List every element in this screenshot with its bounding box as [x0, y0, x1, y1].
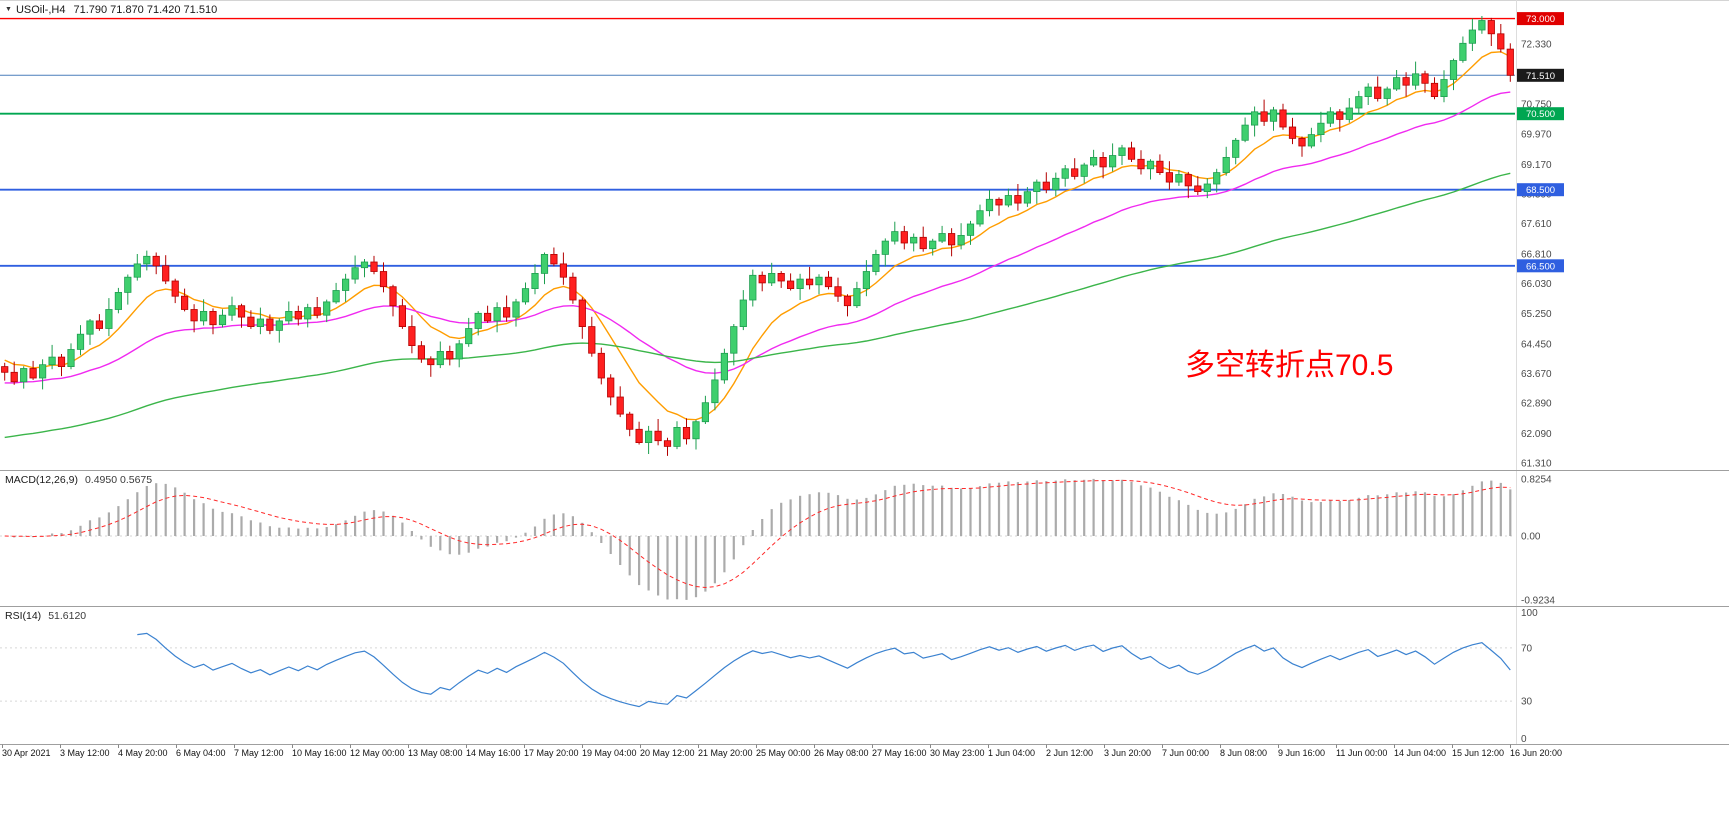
time-label: 9 Jun 16:00 — [1278, 748, 1326, 758]
svg-text:66.500: 66.500 — [1526, 261, 1555, 272]
price-tick-label: 62.890 — [1521, 399, 1552, 410]
rsi-axis-label: 30 — [1521, 697, 1533, 708]
symbol-marker-icon: ▼ — [5, 6, 12, 13]
time-label: 14 Jun 04:00 — [1394, 748, 1447, 758]
time-label: 1 Jun 04:00 — [988, 748, 1036, 758]
price-tick-label: 61.310 — [1521, 459, 1552, 470]
ma-lines — [4, 51, 1511, 439]
price-tick-label: 63.670 — [1521, 369, 1552, 380]
time-label: 30 May 23:00 — [930, 748, 985, 758]
macd-histogram — [13, 478, 1512, 600]
svg-text:70.500: 70.500 — [1526, 109, 1555, 120]
symbol-timeframe-label: ▼ USOil-,H4 71.790 71.870 71.420 71.510 — [5, 4, 217, 16]
time-label: 27 May 16:00 — [872, 748, 927, 758]
time-label: 25 May 00:00 — [756, 748, 811, 758]
price-tick-label: 62.090 — [1521, 429, 1552, 440]
price-tick-label: 65.250 — [1521, 309, 1552, 320]
time-label: 3 May 12:00 — [60, 748, 110, 758]
price-badge — [1517, 12, 1564, 26]
hlines-layer — [0, 17, 1515, 267]
time-label: 14 May 16:00 — [466, 748, 521, 758]
ma-line-9 — [4, 51, 1511, 421]
rsi-indicator-label: RSI(14) 51.6120 — [5, 610, 86, 622]
time-label: 7 May 12:00 — [234, 748, 284, 758]
rsi-axis-label: 0 — [1521, 734, 1527, 745]
time-label: 16 Jun 20:00 — [1510, 748, 1563, 758]
svg-text:68.500: 68.500 — [1526, 185, 1555, 196]
macd-axis-label: 0.00 — [1521, 532, 1541, 543]
time-label: 13 May 08:00 — [408, 748, 463, 758]
time-label: 12 May 00:00 — [350, 748, 405, 758]
macd-name: MACD(12,26,9) — [5, 474, 78, 486]
svg-text:71.510: 71.510 — [1526, 71, 1555, 82]
time-label: 20 May 12:00 — [640, 748, 695, 758]
price-tick-label: 69.970 — [1521, 129, 1552, 140]
price-axis[interactable]: 72.33070.75069.97069.17068.39067.61066.8… — [1521, 40, 1552, 470]
price-badge — [1517, 183, 1564, 197]
time-label: 7 Jun 00:00 — [1162, 748, 1210, 758]
time-label: 10 May 16:00 — [292, 748, 347, 758]
time-label: 30 Apr 2021 — [2, 748, 51, 758]
svg-text:73.000: 73.000 — [1526, 14, 1555, 25]
price-tick-label: 70.750 — [1521, 100, 1552, 111]
price-tick-label: 64.450 — [1521, 339, 1552, 350]
candles-layer — [1, 16, 1514, 456]
symbol-name: USOil-,H4 — [15, 4, 66, 16]
time-label: 19 May 04:00 — [582, 748, 637, 758]
time-label: 21 May 20:00 — [698, 748, 753, 758]
ohlc-readout: 71.790 71.870 71.420 71.510 — [73, 4, 218, 16]
time-label: 6 May 04:00 — [176, 748, 226, 758]
time-label: 2 Jun 12:00 — [1046, 748, 1094, 758]
time-label: 4 May 20:00 — [118, 748, 168, 758]
macd-signal-line — [4, 479, 1511, 589]
price-badge — [1517, 107, 1564, 121]
time-axis[interactable]: 30 Apr 2021 3 May 12:00 4 May 20:00 6 May 0… — [0, 748, 1729, 764]
macd-axis-label: 0.8254 — [1521, 474, 1552, 485]
annotation-text[interactable]: 多空转折点70.5 — [1185, 349, 1394, 382]
macd-indicator-label: MACD(12,26,9) 0.4950 0.5675 — [5, 474, 152, 486]
price-tick-label: 66.030 — [1521, 279, 1552, 290]
rsi-line — [137, 632, 1511, 708]
price-tick-label: 66.810 — [1521, 250, 1552, 261]
macd-axis-label: -0.9234 — [1521, 595, 1555, 606]
time-label: 8 Jun 08:00 — [1220, 748, 1268, 758]
price-tick-label: 69.170 — [1521, 160, 1552, 171]
time-label: 15 Jun 12:00 — [1452, 748, 1505, 758]
rsi-name: RSI(14) — [5, 610, 42, 622]
ma-line-30 — [4, 91, 1511, 384]
time-label: 3 Jun 20:00 — [1104, 748, 1152, 758]
price-badges: 73.000 71.510 70.500 68.500 66.500 — [1517, 12, 1564, 273]
time-label: 26 May 08:00 — [814, 748, 869, 758]
rsi-value: 51.6120 — [48, 610, 87, 622]
price-badge — [1517, 68, 1564, 82]
macd-values: 0.4950 0.5675 — [84, 474, 153, 486]
rsi-axis-label: 100 — [1521, 608, 1538, 619]
time-label: 17 May 20:00 — [524, 748, 579, 758]
time-label: 11 Jun 00:00 — [1336, 748, 1388, 758]
price-badge — [1517, 259, 1564, 273]
price-tick-label: 72.330 — [1521, 40, 1552, 51]
price-tick-label: 67.610 — [1521, 219, 1552, 230]
rsi-axis-label: 70 — [1521, 643, 1533, 654]
ma-line-90 — [4, 172, 1511, 439]
